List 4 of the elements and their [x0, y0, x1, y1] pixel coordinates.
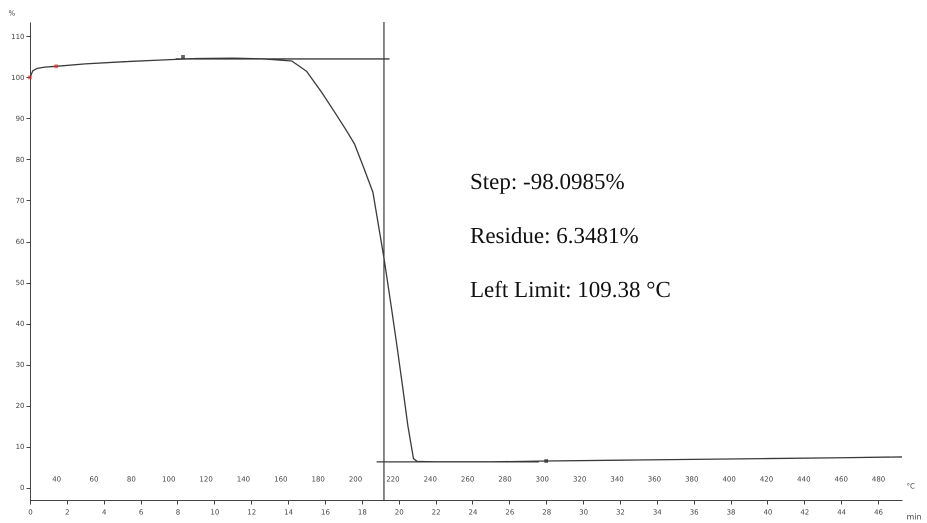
annotation: Residue: 6.3481%: [470, 223, 639, 248]
annotation: Step: -98.0985%: [470, 169, 625, 194]
annotation: Left Limit: 109.38 °C: [470, 277, 671, 302]
x-axis-title: min: [906, 512, 922, 522]
